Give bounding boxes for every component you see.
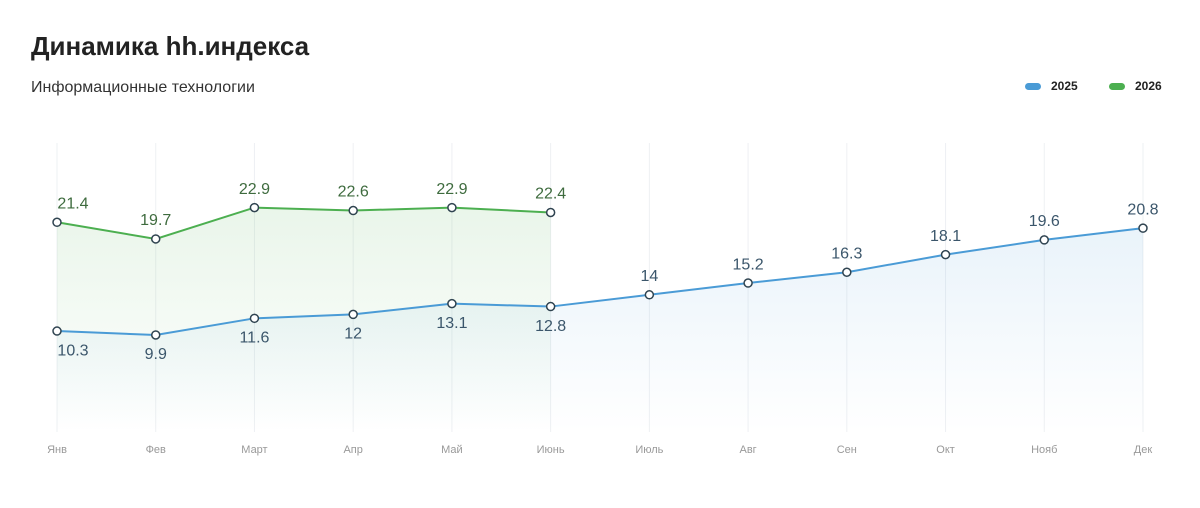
data-label: 12.8 — [535, 318, 566, 335]
data-label: 19.6 — [1029, 213, 1060, 230]
marker — [150, 234, 161, 244]
data-label: 19.7 — [140, 212, 171, 229]
x-tick-label: Сен — [837, 444, 857, 456]
x-tick-label: Янв — [47, 444, 67, 456]
marker — [1138, 223, 1148, 233]
marker — [348, 309, 358, 320]
x-tick-label: Апр — [343, 444, 362, 456]
data-label: 10.3 — [57, 342, 88, 359]
marker — [348, 205, 358, 216]
x-tick-label: Фев — [146, 444, 166, 456]
marker — [249, 202, 260, 213]
data-label: 12 — [344, 326, 362, 343]
marker — [644, 290, 655, 300]
marker — [447, 202, 457, 213]
data-label: 15.2 — [733, 256, 764, 273]
marker — [842, 267, 852, 278]
data-label: 14 — [640, 268, 658, 285]
marker — [52, 217, 62, 228]
data-label: 21.4 — [57, 195, 88, 212]
marker — [52, 326, 62, 336]
x-tick-label: Авг — [739, 444, 756, 456]
legend-label: 2026 — [1135, 79, 1162, 93]
line — [56, 227, 1144, 336]
x-tick-label: Июнь — [537, 444, 565, 456]
marker — [545, 301, 556, 312]
chart-title: Динамика hh.индекса — [31, 31, 310, 61]
area — [57, 207, 551, 432]
x-tick-label: Дек — [1134, 444, 1153, 456]
line — [56, 206, 551, 240]
data-label: 22.6 — [338, 184, 369, 201]
marker — [545, 207, 556, 218]
data-label: 9.9 — [145, 346, 167, 363]
marker — [1039, 235, 1050, 245]
chart-subtitle: Информационные технологии — [31, 79, 255, 96]
data-label: 22.9 — [436, 181, 467, 198]
legend-label: 2025 — [1051, 79, 1078, 93]
marker — [447, 298, 457, 309]
data-label: 13.1 — [436, 315, 467, 332]
marker — [743, 278, 753, 288]
data-label: 22.4 — [535, 186, 566, 203]
legend-swatch — [1025, 83, 1041, 90]
x-tick-label: Окт — [936, 444, 955, 456]
x-tick-label: Май — [441, 444, 463, 456]
legend-swatch — [1109, 83, 1125, 90]
marker — [150, 330, 161, 340]
data-label: 18.1 — [930, 228, 961, 245]
x-tick-label: Нояб — [1031, 444, 1057, 456]
marker — [249, 313, 260, 324]
data-label: 16.3 — [831, 245, 862, 262]
marker — [940, 249, 951, 260]
x-tick-label: Март — [241, 444, 267, 456]
x-tick-label: Июль — [635, 444, 663, 456]
data-label: 20.8 — [1127, 201, 1158, 218]
data-label: 11.6 — [239, 330, 269, 347]
data-label: 22.9 — [239, 181, 270, 198]
